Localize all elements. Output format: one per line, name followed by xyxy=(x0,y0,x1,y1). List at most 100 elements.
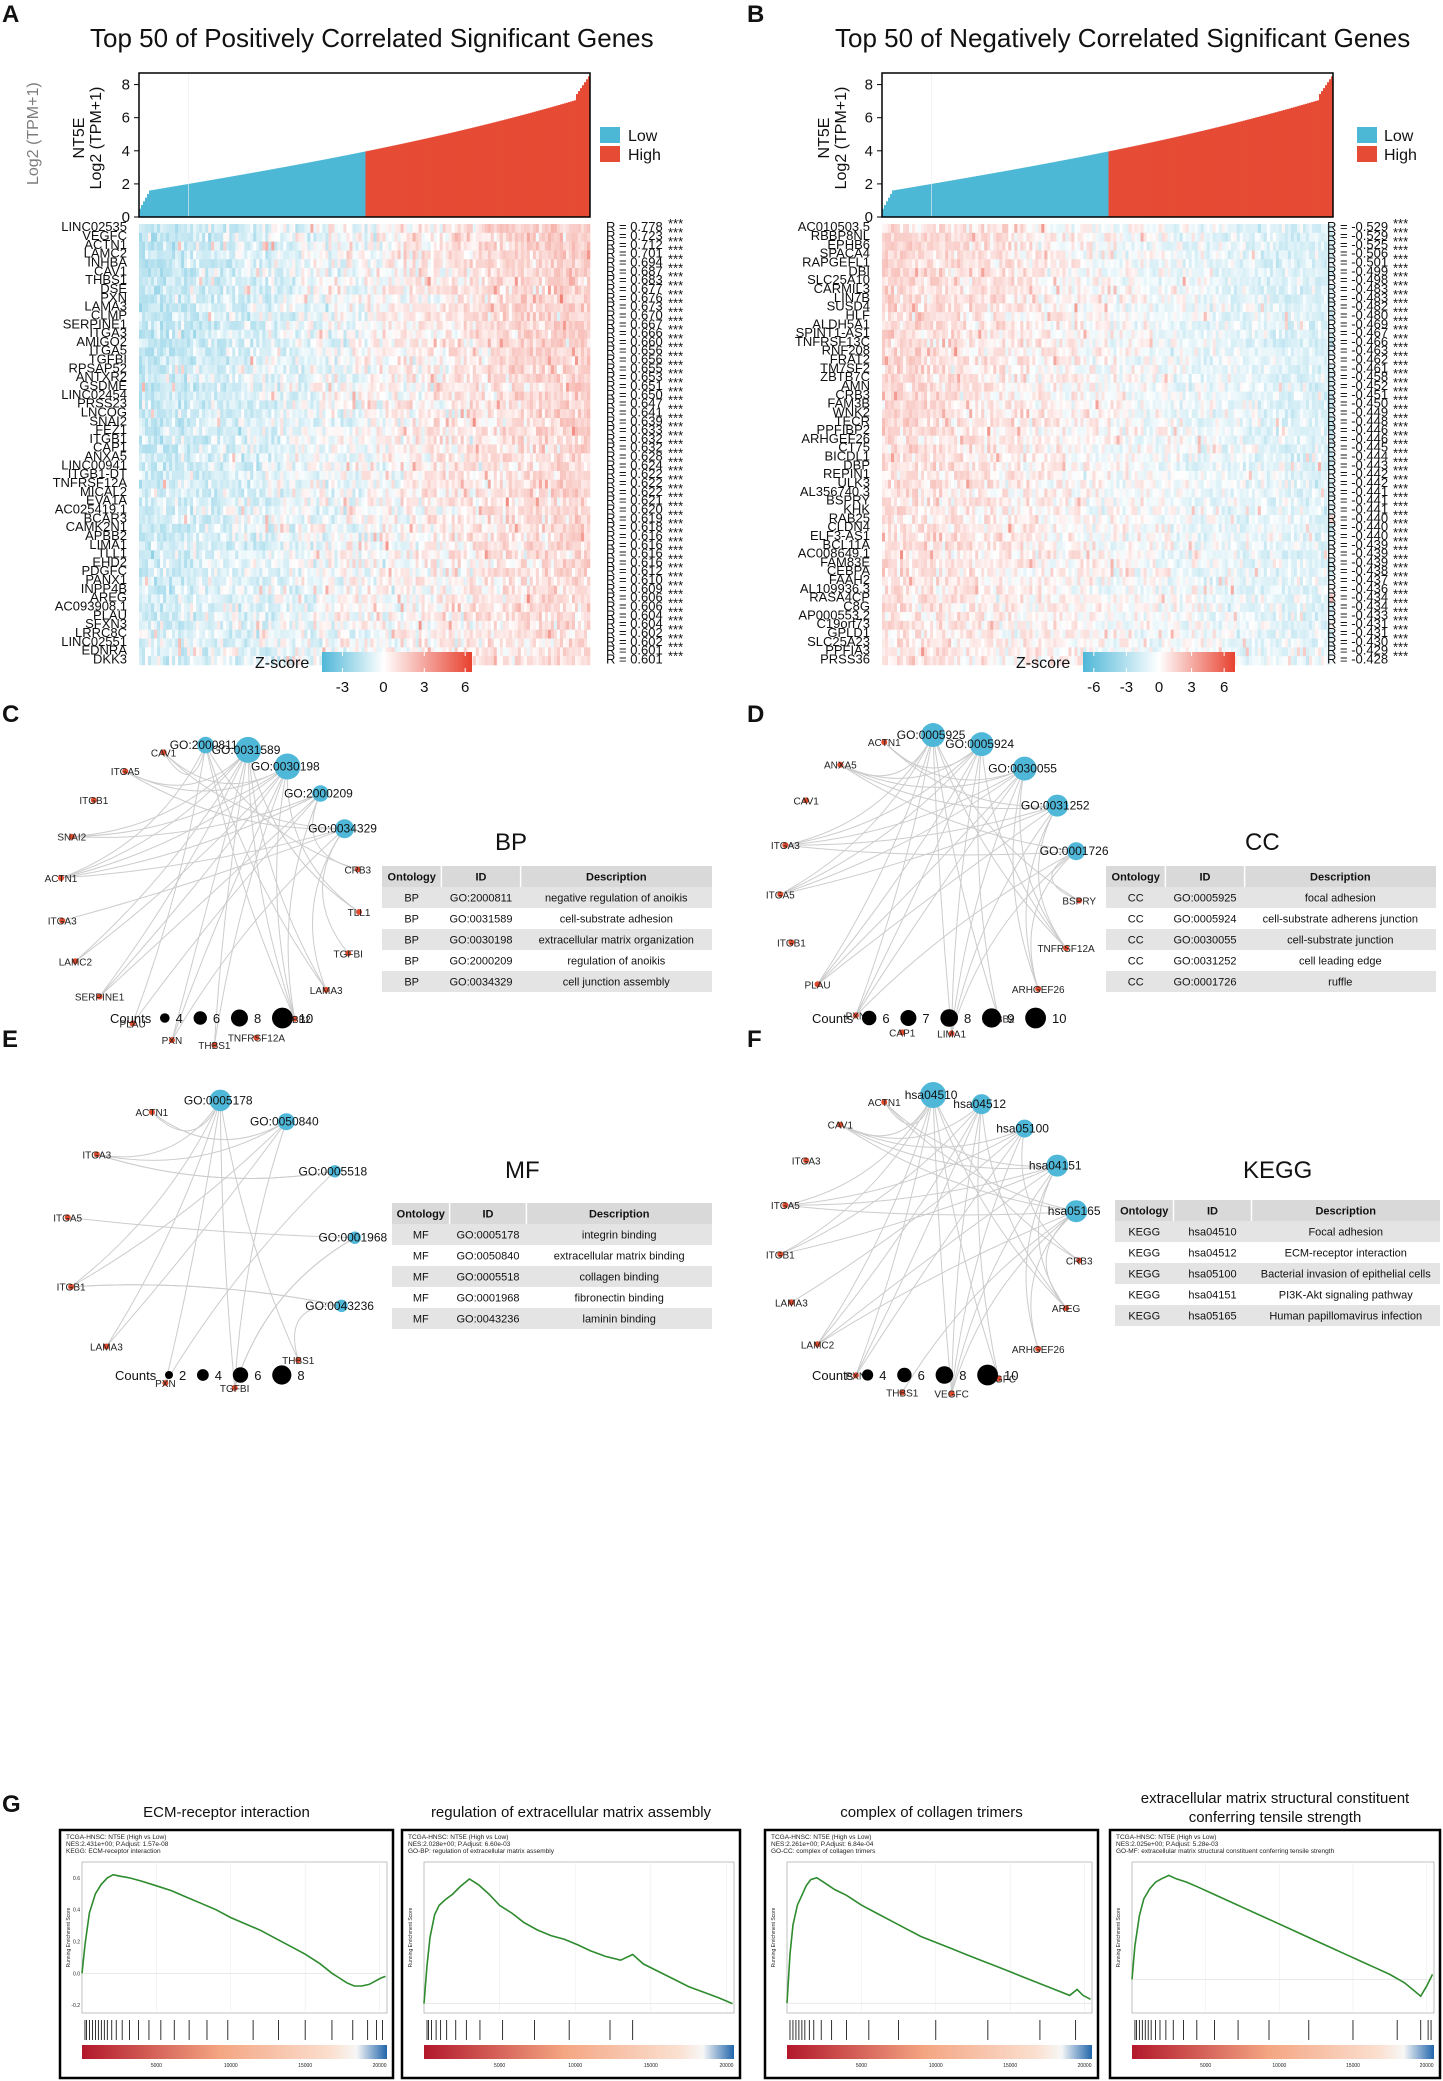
heatmap-cell xyxy=(496,232,501,242)
heatmap-cell xyxy=(253,356,257,366)
heatmap-cell xyxy=(484,285,489,295)
heatmap-cell xyxy=(502,462,507,472)
heatmap-cell xyxy=(277,488,281,498)
heatmap-cell xyxy=(454,268,459,278)
heatmap-cell xyxy=(280,426,284,436)
heatmap-cell xyxy=(463,329,468,339)
heatmap-cell xyxy=(139,250,143,260)
heatmap-cell xyxy=(334,347,338,357)
heatmap-cell xyxy=(472,488,477,498)
heatmap-cell xyxy=(526,365,531,375)
heatmap-cell xyxy=(397,426,401,436)
heatmap-cell xyxy=(481,479,486,489)
expression-bar xyxy=(237,175,240,217)
heatmap-cell xyxy=(166,400,170,410)
heatmap-cell xyxy=(265,294,269,304)
heatmap-cell xyxy=(307,400,311,410)
heatmap-cell xyxy=(253,224,257,234)
heatmap-cell xyxy=(226,356,230,366)
heatmap-cell xyxy=(580,294,585,304)
heatmap-cell xyxy=(511,400,516,410)
heatmap-cell xyxy=(268,268,272,278)
heatmap-cell xyxy=(229,338,233,348)
heatmap-cell xyxy=(523,391,528,401)
heatmap-cell xyxy=(433,268,437,278)
expression-bar xyxy=(485,124,489,217)
heatmap-cell xyxy=(427,347,431,357)
heatmap-cell xyxy=(253,479,257,489)
heatmap-cell xyxy=(511,444,516,454)
heatmap-cell xyxy=(517,294,522,304)
heatmap-cell xyxy=(217,321,221,331)
heatmap-cell xyxy=(463,453,468,463)
expression-bar xyxy=(223,177,226,217)
heatmap-cell xyxy=(265,356,269,366)
heatmap-cell xyxy=(223,294,227,304)
heatmap-cell xyxy=(373,444,377,454)
heatmap-cell xyxy=(178,303,182,313)
heatmap-cell xyxy=(457,285,462,295)
heatmap-cell xyxy=(460,418,465,428)
heatmap-cell xyxy=(316,453,320,463)
heatmap-cell xyxy=(226,268,230,278)
heatmap-cell xyxy=(556,321,561,331)
heatmap-cell xyxy=(229,285,233,295)
heatmap-cell xyxy=(292,409,296,419)
heatmap-cell xyxy=(550,462,555,472)
heatmap-cell xyxy=(505,241,510,251)
heatmap-cell xyxy=(556,444,561,454)
expression-bar xyxy=(341,156,344,217)
heatmap-cell xyxy=(529,347,534,357)
heatmap-cell xyxy=(157,453,161,463)
heatmap-cell xyxy=(529,232,534,242)
heatmap-cell xyxy=(268,479,272,489)
heatmap-cell xyxy=(463,294,468,304)
heatmap-cell xyxy=(295,400,299,410)
heatmap-cell xyxy=(139,268,143,278)
heatmap-cell xyxy=(349,285,353,295)
heatmap-cell xyxy=(577,479,582,489)
heatmap-cell xyxy=(145,338,149,348)
heatmap-cell xyxy=(142,356,146,366)
heatmap-cell xyxy=(418,321,422,331)
heatmap-cell xyxy=(481,391,486,401)
heatmap-cell xyxy=(370,444,374,454)
expression-bar xyxy=(307,162,310,217)
heatmap-cell xyxy=(373,259,377,269)
heatmap-cell xyxy=(373,497,377,507)
heatmap-cell xyxy=(262,382,266,392)
heatmap-cell xyxy=(556,347,561,357)
heatmap-cell xyxy=(349,418,353,428)
heatmap-cell xyxy=(247,479,251,489)
heatmap-cell xyxy=(556,294,561,304)
heatmap-cell xyxy=(256,435,260,445)
heatmap-cell xyxy=(532,435,537,445)
heatmap-cell xyxy=(397,391,401,401)
heatmap-cell xyxy=(499,444,504,454)
heatmap-cell xyxy=(532,365,537,375)
heatmap-cell xyxy=(469,426,474,436)
heatmap-cell xyxy=(247,268,251,278)
heatmap-cell xyxy=(316,365,320,375)
heatmap-cell xyxy=(157,373,161,384)
heatmap-cell xyxy=(481,418,486,428)
heatmap-cell xyxy=(562,276,567,287)
heatmap-cell xyxy=(508,409,513,419)
heatmap-cell xyxy=(349,303,353,313)
heatmap-cell xyxy=(184,321,188,331)
heatmap-cell xyxy=(286,268,290,278)
heatmap-cell xyxy=(241,285,245,295)
heatmap-cell xyxy=(496,382,501,392)
heatmap-cell xyxy=(562,259,567,269)
heatmap-cell xyxy=(358,453,362,463)
heatmap-cell xyxy=(319,426,323,436)
expression-bar xyxy=(421,139,425,217)
heatmap-cell xyxy=(556,285,561,295)
heatmap-cell xyxy=(274,276,278,287)
heatmap-cell xyxy=(478,303,483,313)
heatmap-cell xyxy=(277,268,281,278)
heatmap-cell xyxy=(373,382,377,392)
heatmap-cell xyxy=(538,312,543,322)
heatmap-cell xyxy=(265,470,269,481)
heatmap-cell xyxy=(343,435,347,445)
